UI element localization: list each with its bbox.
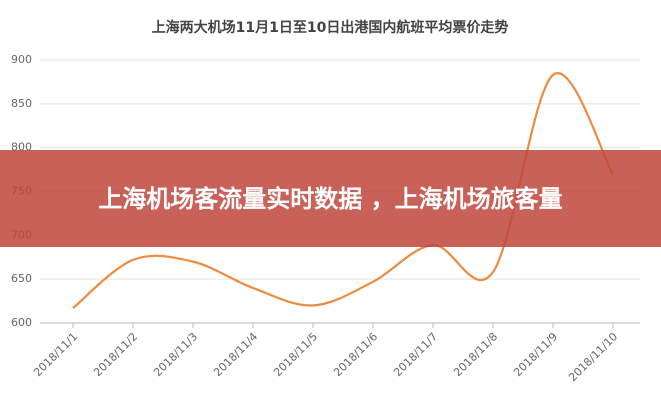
x-tick-label: 2018/11/10 <box>566 330 620 384</box>
y-tick-label: 600 <box>11 316 32 329</box>
x-tick-label: 2018/11/3 <box>151 330 200 379</box>
chart-title: 上海两大机场11月1日至10日出港国内航班平均票价走势 <box>152 19 509 36</box>
x-tick-label: 2018/11/1 <box>31 330 80 379</box>
x-tick-label: 2018/11/2 <box>91 330 140 379</box>
x-tick-label: 2018/11/7 <box>391 330 440 379</box>
y-tick-label: 850 <box>11 97 32 110</box>
x-tick-label: 2018/11/5 <box>271 330 320 379</box>
y-tick-label: 900 <box>11 53 32 66</box>
x-tick-label: 2018/11/4 <box>211 330 260 379</box>
y-tick-label: 650 <box>11 272 32 285</box>
banner: 上海机场客流量实时数据 ，上海机场旅客量 <box>0 150 661 247</box>
x-tick-label: 2018/11/8 <box>451 330 500 379</box>
banner-text: 上海机场客流量实时数据 ，上海机场旅客量 <box>98 184 563 213</box>
line-series <box>72 72 614 309</box>
x-tick-label: 2018/11/6 <box>331 330 380 379</box>
x-tick-label: 2018/11/9 <box>511 330 560 379</box>
